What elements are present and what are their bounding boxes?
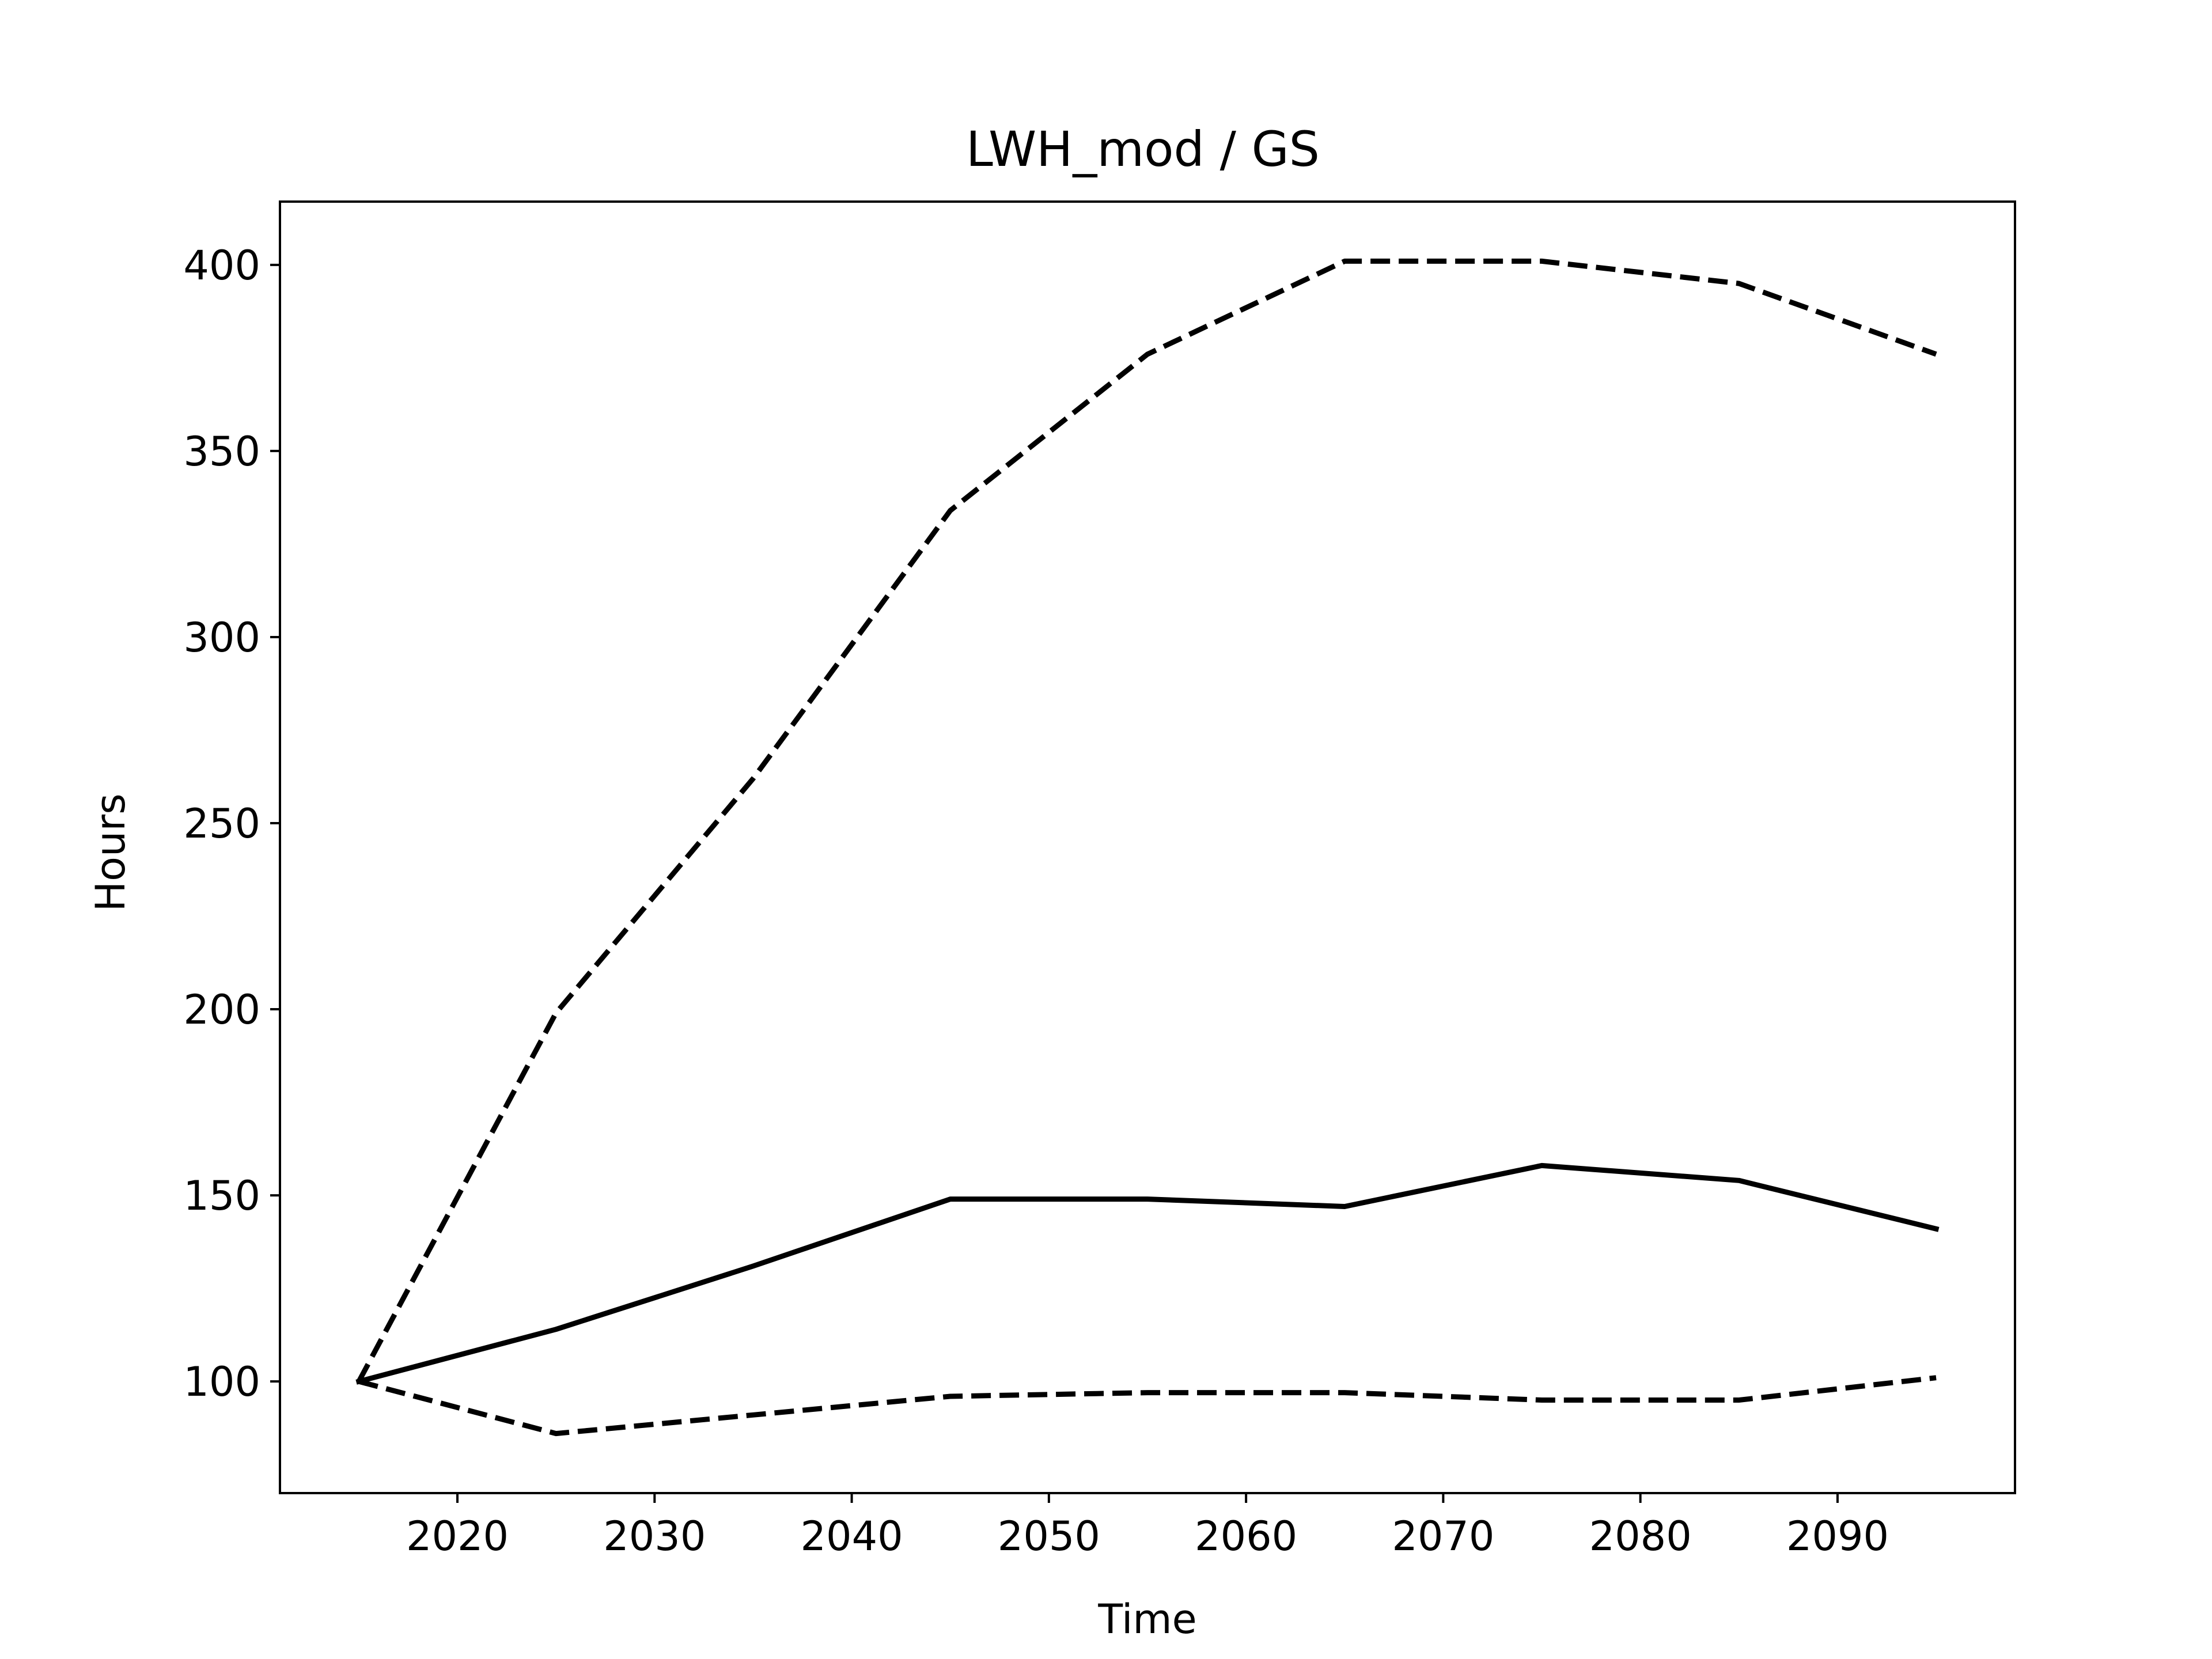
y-tick-label: 300	[183, 614, 260, 661]
x-axis-label: Time	[1097, 1596, 1196, 1643]
y-tick-label: 100	[183, 1358, 260, 1406]
chart-title: LWH_mod / GS	[966, 121, 1320, 177]
y-tick-label: 400	[183, 242, 260, 289]
x-tick-label: 2060	[1195, 1513, 1297, 1560]
series-line-1-solid	[355, 1162, 1940, 1385]
x-axis: 2020 2030 2040 2050 2060 2070 2080 2090	[406, 1493, 1889, 1560]
x-tick-label: 2040	[801, 1513, 903, 1560]
x-tick-label: 2050	[998, 1513, 1100, 1560]
y-tick-label: 200	[183, 986, 260, 1033]
plot-area	[279, 200, 2016, 1494]
x-tick-label: 2070	[1392, 1513, 1494, 1560]
series-line-3-dashed	[358, 1375, 1937, 1437]
x-tick-label: 2020	[406, 1513, 509, 1560]
y-tick-label: 250	[183, 800, 260, 847]
y-axis-label: Hours	[87, 793, 134, 911]
plot-frame	[279, 200, 2016, 1494]
series-layer	[355, 258, 1940, 1437]
y-tick-label: 150	[183, 1172, 260, 1219]
y-tick-label: 350	[183, 428, 260, 475]
x-tick-label: 2080	[1589, 1513, 1692, 1560]
x-tick-label: 2090	[1786, 1513, 1889, 1560]
x-tick-label: 2030	[603, 1513, 706, 1560]
series-line-2-dashed	[356, 258, 1937, 1383]
y-axis: 100 150 200 250 300 350 400	[183, 242, 280, 1406]
